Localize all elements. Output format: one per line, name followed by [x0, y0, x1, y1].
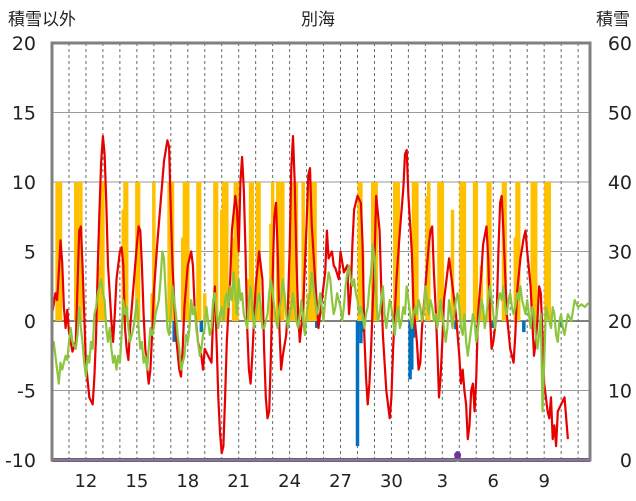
- bar: [152, 182, 156, 321]
- bar: [309, 182, 314, 321]
- bar: [450, 209, 455, 321]
- y-right-tick-label: 30: [608, 242, 632, 264]
- grid: [52, 43, 590, 460]
- bar: [199, 321, 204, 333]
- bar: [225, 182, 229, 321]
- bar: [547, 182, 552, 321]
- bar: [101, 182, 105, 321]
- series-line-min: [50, 243, 590, 413]
- x-tick-label: 12: [74, 471, 97, 492]
- x-tick-label: 15: [125, 471, 148, 492]
- y-left-tick-label: -10: [5, 450, 36, 472]
- bar: [214, 182, 219, 321]
- bar: [75, 182, 80, 321]
- bar: [315, 321, 319, 328]
- bar: [291, 182, 295, 321]
- bar: [202, 293, 207, 321]
- bar: [479, 265, 484, 321]
- y-left-tick-label: 0: [24, 311, 36, 333]
- y-left-tick-label: 10: [12, 172, 36, 194]
- bar: [197, 182, 202, 321]
- line-layer: [50, 135, 590, 462]
- bar: [411, 321, 416, 338]
- bar: [522, 321, 526, 333]
- bar: [440, 182, 445, 321]
- x-tick-label: 6: [488, 471, 499, 492]
- bar: [124, 182, 129, 321]
- plot-border: [50, 41, 592, 462]
- bar: [313, 182, 317, 321]
- bar: [533, 182, 538, 321]
- y-left-tick-label: 5: [24, 242, 36, 264]
- plot-frame: [50, 41, 592, 462]
- y-left-tick-label: 15: [12, 103, 36, 125]
- x-tick-label: 18: [176, 471, 199, 492]
- bar: [235, 182, 239, 321]
- y-left-tick-label: -5: [17, 381, 36, 403]
- bar: [488, 182, 492, 321]
- y-right-tick-label: 0: [620, 450, 632, 472]
- bar: [172, 321, 176, 342]
- bar: [136, 182, 141, 321]
- snow-marker: [454, 451, 462, 459]
- bar: [221, 182, 226, 321]
- chart-title: 別海: [301, 10, 335, 30]
- y-right-tick-label: 60: [608, 33, 632, 55]
- bar: [186, 182, 190, 321]
- bar: [356, 321, 361, 327]
- bar: [559, 321, 563, 327]
- x-tick-label: 30: [380, 471, 403, 492]
- bar: [360, 321, 365, 333]
- bar: [281, 182, 285, 321]
- bar: [474, 182, 479, 321]
- y-left-tick-label: 20: [12, 33, 36, 55]
- left-axis-title: 積雪以外: [8, 10, 76, 30]
- bar: [374, 182, 378, 321]
- y-right-tick-label: 40: [608, 172, 632, 194]
- x-tick-label: 27: [329, 471, 352, 492]
- x-tick-label: 24: [278, 471, 301, 492]
- bar: [415, 182, 419, 321]
- bar: [250, 182, 255, 321]
- tick-labels: -10 -5 0 5 10 15 20 0 10 20 30 40 50 60 12 15 18 21 24 27 30…: [5, 33, 632, 492]
- bar: [301, 182, 305, 321]
- x-tick-label: 3: [437, 471, 448, 492]
- bar: [516, 182, 521, 321]
- bar: [355, 321, 360, 447]
- bar: [491, 321, 496, 328]
- y-right-tick-label: 10: [608, 381, 632, 403]
- y-right-tick-label: 50: [608, 103, 632, 125]
- right-axis-title: 積雪: [596, 10, 630, 30]
- x-tick-label: 9: [538, 471, 549, 492]
- x-tick-label: 21: [227, 471, 250, 492]
- y-right-tick-label: 20: [608, 311, 632, 333]
- bar: [410, 321, 414, 370]
- bar: [462, 182, 467, 321]
